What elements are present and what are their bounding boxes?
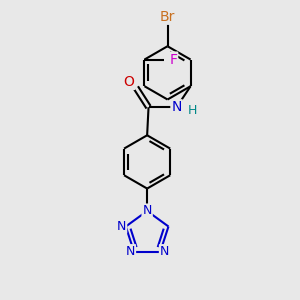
Text: N: N (142, 205, 152, 218)
Text: N: N (117, 220, 126, 233)
Text: N: N (171, 100, 182, 114)
Text: N: N (126, 245, 135, 258)
Text: Br: Br (160, 10, 175, 24)
Text: N: N (160, 245, 169, 258)
Text: O: O (124, 75, 134, 89)
Text: H: H (187, 103, 197, 116)
Text: F: F (169, 52, 177, 67)
